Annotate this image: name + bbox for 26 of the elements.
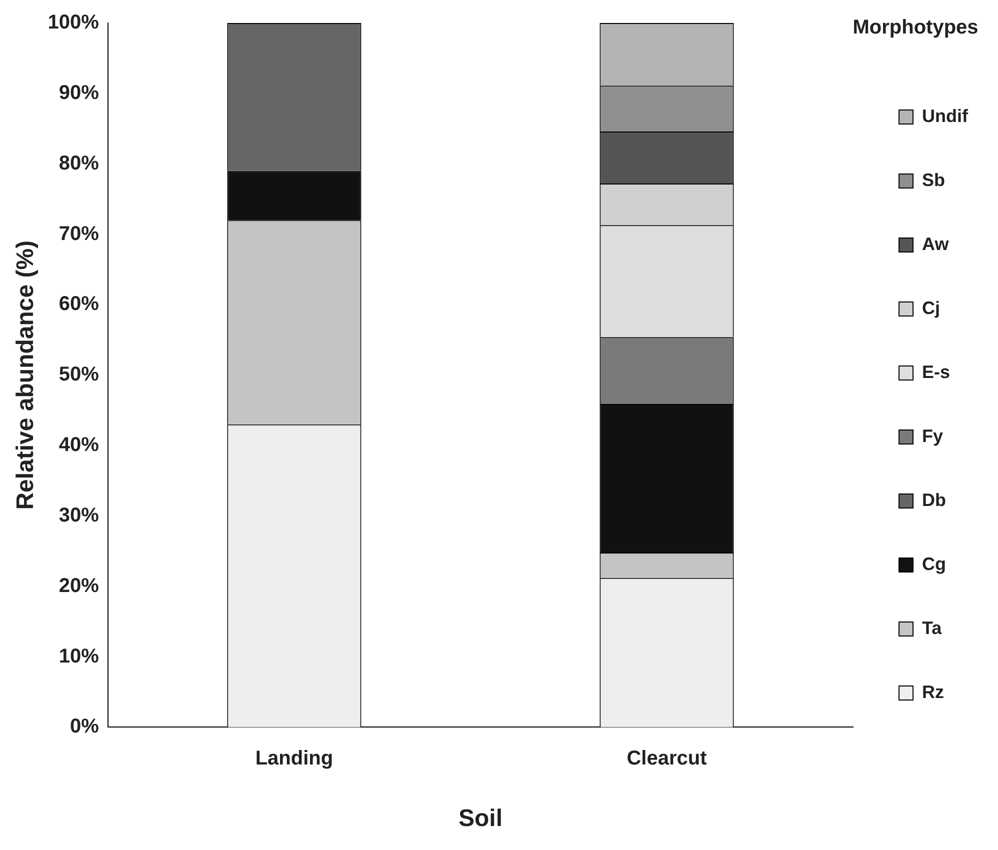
- y-tick-label: 60%: [58, 293, 100, 316]
- x-tick-label: Landing: [255, 748, 334, 770]
- legend-label: Fy: [922, 426, 944, 446]
- y-axis-title: Relative abundance (%): [12, 240, 40, 510]
- y-tick-label: 0%: [70, 716, 100, 738]
- y-tick-label: 30%: [58, 504, 100, 526]
- legend-label: Sb: [922, 170, 946, 190]
- y-tick-label: 10%: [58, 645, 100, 668]
- x-tick-label: Clearcut: [626, 748, 708, 770]
- legend-label: Aw: [922, 234, 950, 254]
- y-tick-label: 80%: [58, 152, 100, 174]
- y-tick-label: 50%: [58, 364, 100, 386]
- legend-label: Ta: [922, 618, 943, 638]
- y-tick-label: 20%: [58, 574, 100, 597]
- x-axis-title: Soil: [458, 805, 502, 832]
- y-tick-label: 70%: [58, 222, 100, 245]
- legend-label: Db: [922, 490, 946, 510]
- y-tick-label: 100%: [48, 12, 100, 34]
- legend-label: Rz: [922, 682, 944, 702]
- legend-title: Morphotypes: [852, 16, 978, 39]
- legend-label: Cg: [922, 554, 946, 574]
- legend-label: E-s: [922, 362, 950, 382]
- y-tick-label: 40%: [58, 434, 100, 456]
- y-tick-label: 90%: [58, 82, 100, 104]
- legend-label: Cj: [922, 298, 940, 318]
- legend-label: Undif: [922, 106, 970, 126]
